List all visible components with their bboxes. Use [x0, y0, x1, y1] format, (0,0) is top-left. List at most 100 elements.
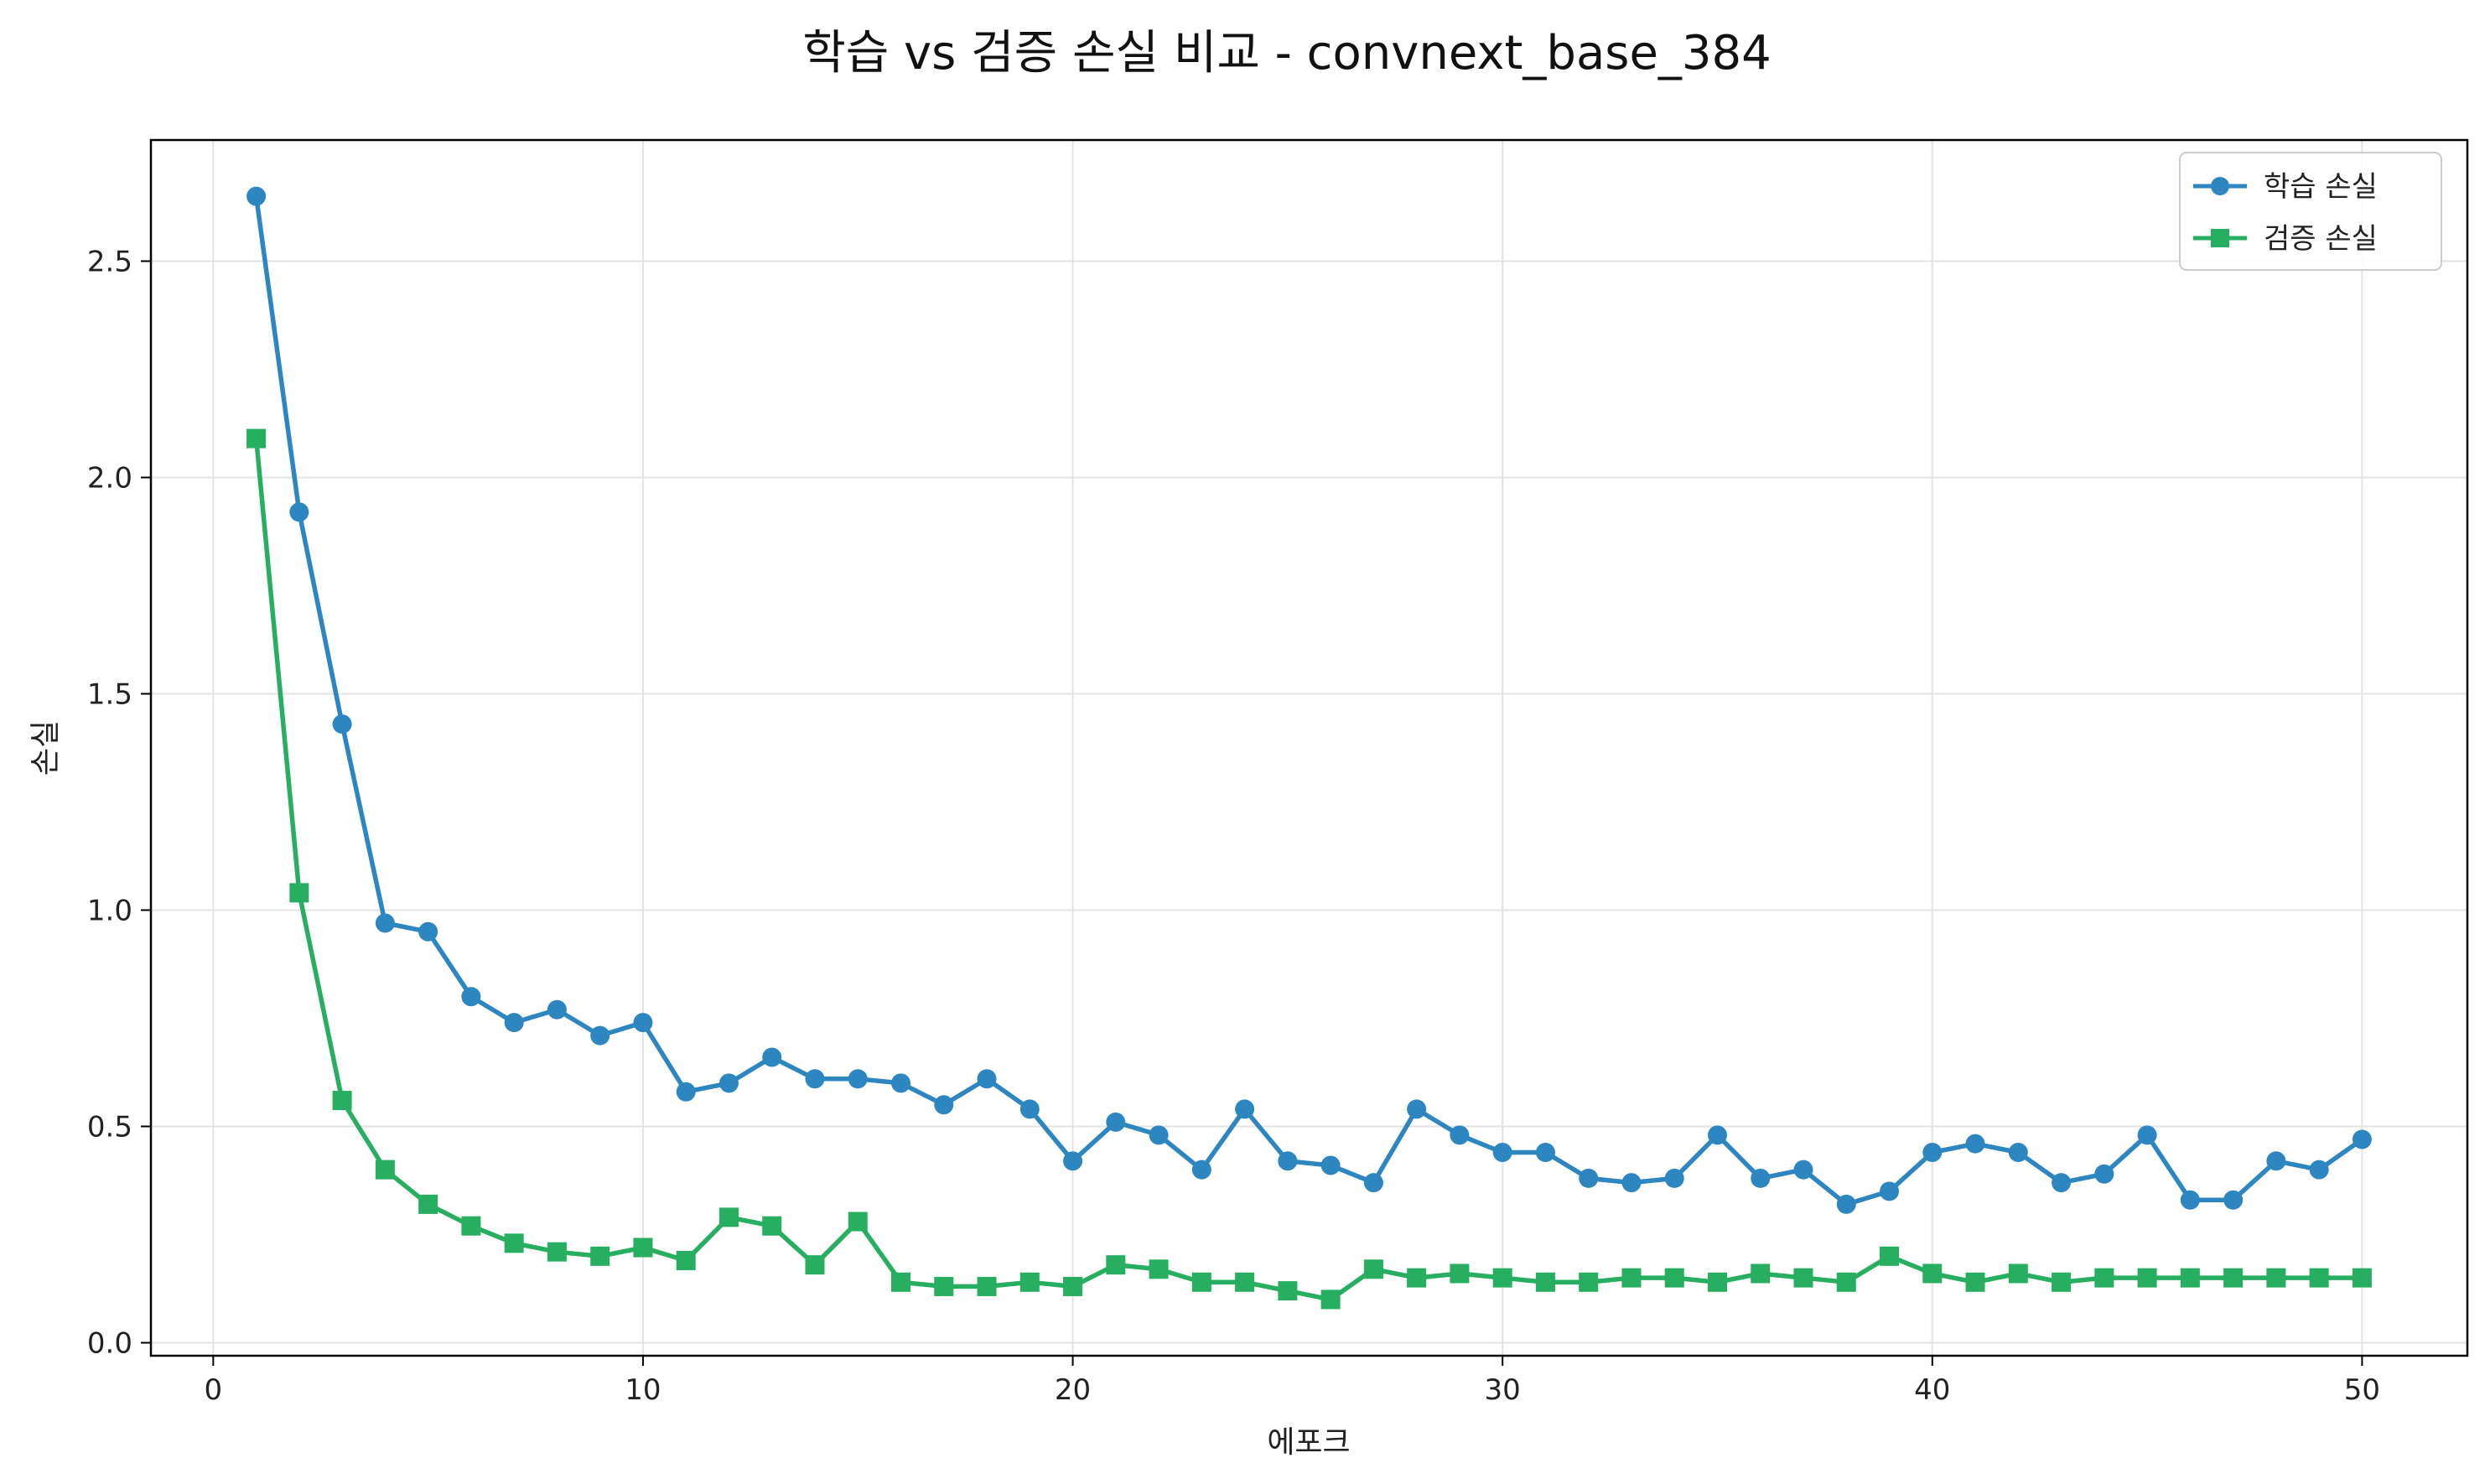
data-point-train: [1621, 1173, 1642, 1193]
data-point-train: [1149, 1125, 1169, 1145]
y-tick-label: 0.5: [87, 1111, 132, 1144]
data-point-train: [2309, 1160, 2329, 1180]
data-point-val: [1707, 1272, 1727, 1292]
data-point-train: [1965, 1134, 1985, 1154]
chart-title: 학습 vs 검증 손실 비교 - convnext_base_384: [802, 26, 1772, 80]
data-point-train: [1019, 1099, 1040, 1119]
y-tick-label: 1.5: [87, 677, 132, 711]
y-tick-label: 2.5: [87, 245, 132, 278]
data-point-val: [246, 428, 267, 449]
x-tick-label: 40: [1914, 1373, 1950, 1407]
data-point-val: [1019, 1272, 1040, 1292]
data-point-val: [2309, 1268, 2329, 1288]
series-layer: [246, 186, 2372, 1310]
y-tick-label: 1.0: [87, 895, 132, 928]
data-point-train: [848, 1069, 868, 1089]
data-point-train: [1363, 1173, 1383, 1193]
data-point-val: [805, 1255, 825, 1275]
x-axis-title: 에포크: [1267, 1425, 1350, 1460]
data-point-val: [1793, 1268, 1813, 1288]
data-point-train: [375, 913, 395, 933]
data-point-train: [2180, 1190, 2200, 1210]
data-point-train: [2223, 1190, 2244, 1210]
data-point-train: [418, 921, 438, 942]
x-tick-label: 20: [1055, 1373, 1091, 1407]
data-point-train: [1922, 1142, 1943, 1162]
legend-swatch-marker-val: [2211, 229, 2229, 247]
data-point-train: [2008, 1142, 2028, 1162]
data-point-val: [1535, 1272, 1555, 1292]
legend-label-val: 검증 손실: [2264, 222, 2378, 256]
data-point-val: [1880, 1246, 1900, 1266]
data-point-val: [633, 1238, 653, 1258]
data-point-train: [977, 1069, 997, 1089]
data-point-train: [1106, 1112, 1126, 1132]
data-point-val: [2266, 1268, 2286, 1288]
data-point-train: [934, 1095, 954, 1115]
data-point-val: [1664, 1268, 1684, 1288]
y-tick-label: 0.0: [87, 1327, 132, 1361]
data-point-train: [1191, 1160, 1211, 1180]
data-point-train: [676, 1082, 696, 1102]
data-point-train: [1235, 1099, 1255, 1119]
data-point-train: [2094, 1164, 2114, 1184]
data-point-val: [762, 1216, 782, 1236]
data-point-val: [1235, 1272, 1255, 1292]
legend: 학습 손실 검증 손실: [2179, 152, 2442, 271]
data-point-val: [590, 1246, 610, 1266]
legend-entry-train: 학습 손실: [2193, 170, 2378, 204]
legend-swatch-marker-train: [2211, 177, 2229, 195]
data-point-train: [1836, 1194, 1856, 1214]
data-point-train: [1707, 1125, 1727, 1145]
data-point-train: [1579, 1168, 1599, 1188]
grid-lines: [151, 140, 2467, 1356]
x-tick-label: 0: [205, 1373, 223, 1407]
y-tick-label: 2.0: [87, 461, 132, 495]
data-point-val: [1922, 1263, 1943, 1284]
data-point-val: [1063, 1276, 1083, 1296]
data-point-train: [590, 1025, 610, 1046]
data-point-val: [2137, 1268, 2157, 1288]
data-point-val: [547, 1242, 567, 1262]
data-point-val: [332, 1091, 352, 1111]
x-tick-label: 10: [625, 1373, 661, 1407]
data-point-train: [1793, 1160, 1813, 1180]
data-point-val: [848, 1212, 868, 1232]
data-point-train: [1450, 1125, 1470, 1145]
data-point-val: [2223, 1268, 2244, 1288]
data-point-train: [718, 1073, 739, 1093]
data-point-train: [762, 1047, 782, 1067]
plot-area: [151, 140, 2467, 1356]
data-point-val: [1191, 1272, 1211, 1292]
data-point-train: [461, 987, 481, 1007]
data-point-val: [1579, 1272, 1599, 1292]
data-point-val: [1492, 1268, 1512, 1288]
legend-entry-val: 검증 손실: [2193, 222, 2378, 256]
data-point-val: [934, 1276, 954, 1296]
data-point-val: [1621, 1268, 1642, 1288]
y-axis: 0.0 0.5 1.0 1.5 2.0 2.5: [87, 245, 151, 1361]
data-point-val: [1106, 1255, 1126, 1275]
data-point-val: [977, 1276, 997, 1296]
data-point-train: [1492, 1142, 1512, 1162]
data-point-val: [504, 1233, 524, 1253]
data-point-train: [1664, 1168, 1684, 1188]
data-point-train: [547, 999, 567, 1020]
data-point-train: [1880, 1181, 1900, 1201]
data-point-val: [1320, 1289, 1341, 1310]
data-point-val: [2052, 1272, 2072, 1292]
data-point-train: [2266, 1151, 2286, 1171]
data-point-val: [1407, 1268, 1427, 1288]
data-point-val: [1751, 1263, 1771, 1284]
data-point-train: [1407, 1099, 1427, 1119]
data-point-val: [2008, 1263, 2028, 1284]
x-axis: 0 10 20 30 40 50: [205, 1356, 2380, 1407]
data-point-val: [2352, 1268, 2372, 1288]
data-point-val: [2180, 1268, 2200, 1288]
data-point-train: [633, 1013, 653, 1033]
data-point-val: [1450, 1263, 1470, 1284]
data-point-val: [289, 883, 309, 903]
plot-frame: [149, 138, 2469, 1357]
data-point-train: [2137, 1125, 2157, 1145]
